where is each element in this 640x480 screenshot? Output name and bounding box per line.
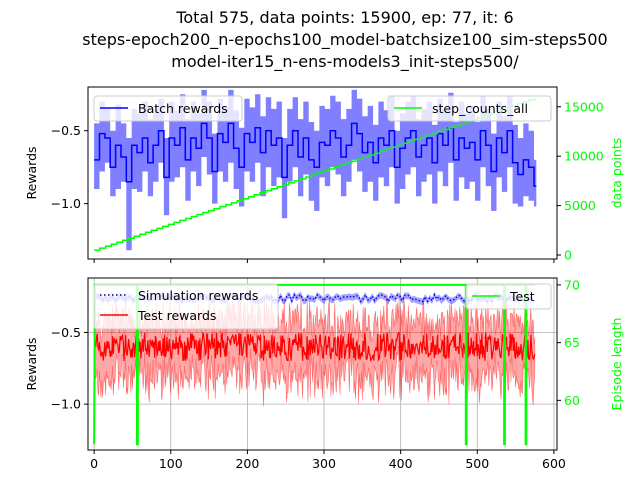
bottom-ytick-label: −1.0 <box>51 397 81 412</box>
top-ylabel-right: data points <box>609 138 624 209</box>
top-ylabel: Rewards <box>24 146 39 199</box>
top-panel: −1.0 −0.5 0 5000 10000 15000 Rewards data poi… <box>24 86 624 263</box>
top-ytick-label: −1.0 <box>51 196 81 211</box>
top-ytick-right-label: 0 <box>564 248 572 263</box>
legend-test: Test <box>509 289 535 304</box>
figure-title-line-1: Total 575, data points: 15900, ep: 77, i… <box>175 8 513 27</box>
top-ytick-label: −0.5 <box>51 123 81 138</box>
bottom-xtick-label: 400 <box>389 456 413 471</box>
bottom-panel: 0 100 200 300 400 500 600 −1.0 −0.5 60 65 70 Reward… <box>24 277 624 471</box>
figure-title-line-2: steps-epoch200_n-epochs100_model-batchsi… <box>82 30 607 50</box>
top-ytick-right-label: 10000 <box>564 149 604 164</box>
top-axes-frame <box>87 86 558 260</box>
legend-step-counts-all: step_counts_all <box>432 101 528 116</box>
bottom-xtick-label: 100 <box>159 456 183 471</box>
legend-batch-rewards: Batch rewards <box>138 101 228 116</box>
top-legend-right: step_counts_all <box>387 95 552 122</box>
bottom-ytick-label: −0.5 <box>51 325 81 340</box>
bottom-legend-right: Test <box>465 283 552 310</box>
step-counts-line <box>94 97 536 251</box>
legend-simulation-rewards: Simulation rewards <box>138 288 258 303</box>
batch-rewards-line <box>94 122 537 187</box>
bottom-ytick-right-label: 70 <box>564 277 580 292</box>
bottom-xtick-label: 500 <box>465 456 489 471</box>
bottom-xtick-label: 600 <box>542 456 566 471</box>
bottom-legend-left: Simulation rewards Test rewards <box>93 283 279 330</box>
bottom-ytick-right-label: 60 <box>564 393 580 408</box>
test-rewards-line <box>93 331 536 363</box>
bottom-axes-frame <box>87 277 558 451</box>
bottom-ytick-right-label: 65 <box>564 335 580 350</box>
top-legend-left: Batch rewards <box>93 95 243 122</box>
bottom-ylabel-right: Episode length <box>609 318 624 411</box>
figure-title-line-3: model-iter15_n-ens-models3_init-steps500… <box>171 52 519 72</box>
top-ytick-right-label: 15000 <box>564 99 604 114</box>
top-ytick-right-label: 5000 <box>564 198 596 213</box>
bottom-xtick-label: 200 <box>235 456 259 471</box>
legend-test-rewards: Test rewards <box>137 308 216 323</box>
batch-rewards-band <box>94 89 537 251</box>
bottom-xtick-label: 0 <box>90 456 98 471</box>
bottom-xtick-label: 300 <box>312 456 336 471</box>
bottom-ylabel: Rewards <box>24 337 39 390</box>
